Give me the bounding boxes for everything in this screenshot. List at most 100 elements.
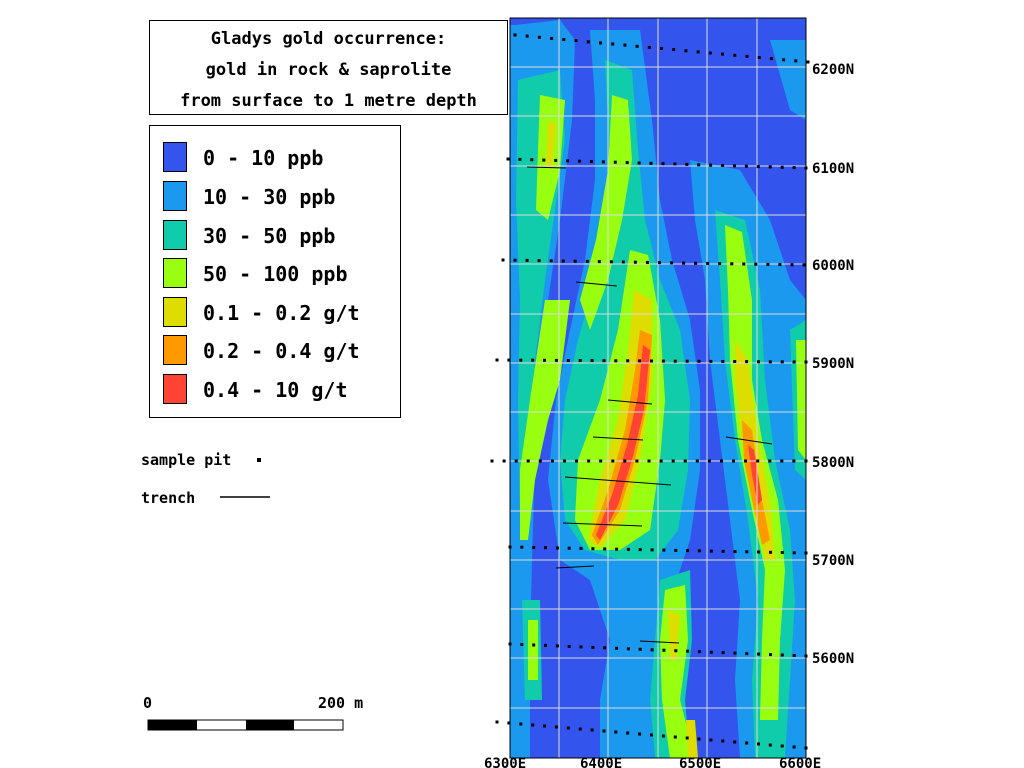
legend-swatch [163, 220, 187, 250]
sample-pit [638, 359, 642, 363]
northing-label: 6100N [812, 161, 854, 177]
sample-pit [674, 548, 678, 552]
sample-pit [661, 162, 665, 166]
sample-pit [567, 644, 571, 648]
sample-pit [514, 459, 518, 463]
sample-pit [780, 744, 784, 748]
sample-pit [550, 36, 554, 40]
northing-labels: 6200N 6100N 6000N 5900N 5800N 5700N 5600… [812, 62, 854, 667]
legend: 0 - 10 ppb 10 - 30 ppb 30 - 50 ppb 50 - … [149, 125, 401, 418]
sample-pit [806, 60, 810, 64]
sample-pit [611, 42, 615, 46]
sample-pit [508, 545, 512, 549]
sample-pit [757, 56, 761, 59]
legend-label: 0.1 - 0.2 g/t [203, 301, 360, 325]
sample-pit [525, 34, 529, 38]
zone-0.4-10-gt [596, 345, 762, 540]
sample-pit [590, 728, 594, 732]
sample-pit [744, 164, 748, 168]
sample-pit [804, 551, 808, 555]
sample-pit [662, 648, 666, 652]
sample-pit [567, 546, 571, 550]
sample-pit [579, 546, 583, 550]
sample-pit [578, 727, 582, 731]
northing-label: 5600N [812, 651, 854, 667]
legend-item: 0.2 - 0.4 g/t [163, 335, 393, 367]
easting-label: 6300E [484, 756, 526, 768]
legend-label: 0 - 10 ppb [203, 146, 324, 170]
sample-pit [518, 157, 522, 161]
sample-pit [495, 720, 499, 724]
sample-pit [792, 551, 796, 555]
sample-pit [578, 359, 582, 362]
sample-pit [599, 459, 603, 463]
sample-pit [709, 359, 713, 363]
sample-pit [697, 549, 701, 553]
sample-pit [733, 550, 737, 554]
sample-pit [674, 649, 678, 653]
sample-pit [531, 723, 535, 727]
sample-pit [573, 259, 577, 263]
sample-pit [757, 360, 760, 364]
sample-pit [625, 161, 629, 165]
sample-pit-symbol [257, 458, 261, 462]
title-line: from surface to 1 metre depth [180, 91, 477, 111]
sample-pit [756, 165, 760, 169]
sample-pit [685, 736, 689, 740]
sample-pit [562, 38, 566, 41]
sample-pit [757, 550, 761, 554]
sample-pit [673, 162, 677, 166]
sample-pit [721, 739, 725, 743]
sample-pits [490, 33, 810, 750]
sample-pit [602, 359, 606, 363]
sample-pit [709, 163, 713, 167]
sample-pit [602, 729, 606, 733]
sample-pit [507, 721, 511, 725]
easting-labels: 6300E 6400E 6500E 6600E [484, 756, 821, 768]
sample-pit [804, 746, 808, 750]
sample-pit [745, 652, 749, 656]
sample-pit [744, 459, 748, 463]
sample-pit [697, 650, 701, 654]
sample-pit [507, 358, 511, 362]
title-line: gold in rock & saprolite [205, 60, 452, 80]
sample-pit [626, 547, 630, 551]
sample-pit [697, 737, 701, 741]
sample-pit [579, 645, 583, 649]
sample-pit [599, 41, 602, 45]
sample-pit [650, 648, 654, 652]
sample-pit [709, 738, 713, 742]
trenches [526, 166, 773, 644]
sample-pit [501, 258, 505, 262]
sample-pit [615, 646, 619, 650]
northing-label: 6000N [812, 258, 854, 274]
sample-pit [587, 459, 591, 463]
sample-pit [804, 360, 808, 364]
sample-pit [519, 358, 523, 362]
sample-pit [538, 459, 542, 463]
sample-pit [661, 359, 665, 363]
map-frame [509, 17, 807, 759]
sample-pit [506, 157, 510, 161]
sample-pit [623, 43, 627, 47]
legend-label: 0.4 - 10 g/t [203, 378, 348, 402]
sample-pit [694, 261, 698, 265]
legend-swatch [163, 258, 187, 288]
northing-label: 5700N [812, 553, 854, 569]
sample-pit [543, 358, 546, 362]
sample-pit [626, 647, 630, 651]
legend-item: 30 - 50 ppb [163, 220, 393, 252]
legend-label: 50 - 100 ppb [203, 262, 348, 286]
sample-pit [769, 653, 772, 657]
sample-pit [490, 459, 494, 463]
sample-pit [495, 358, 499, 362]
sample-pit [780, 551, 784, 554]
sample-pit [718, 262, 722, 266]
sample-pit [792, 654, 796, 657]
sample-pit [754, 262, 758, 266]
legend-label: 30 - 50 ppb [203, 224, 336, 248]
sample-pit [685, 162, 689, 166]
sample-pit [794, 59, 798, 63]
sample-pit [586, 40, 590, 44]
sample-pit [733, 740, 737, 744]
